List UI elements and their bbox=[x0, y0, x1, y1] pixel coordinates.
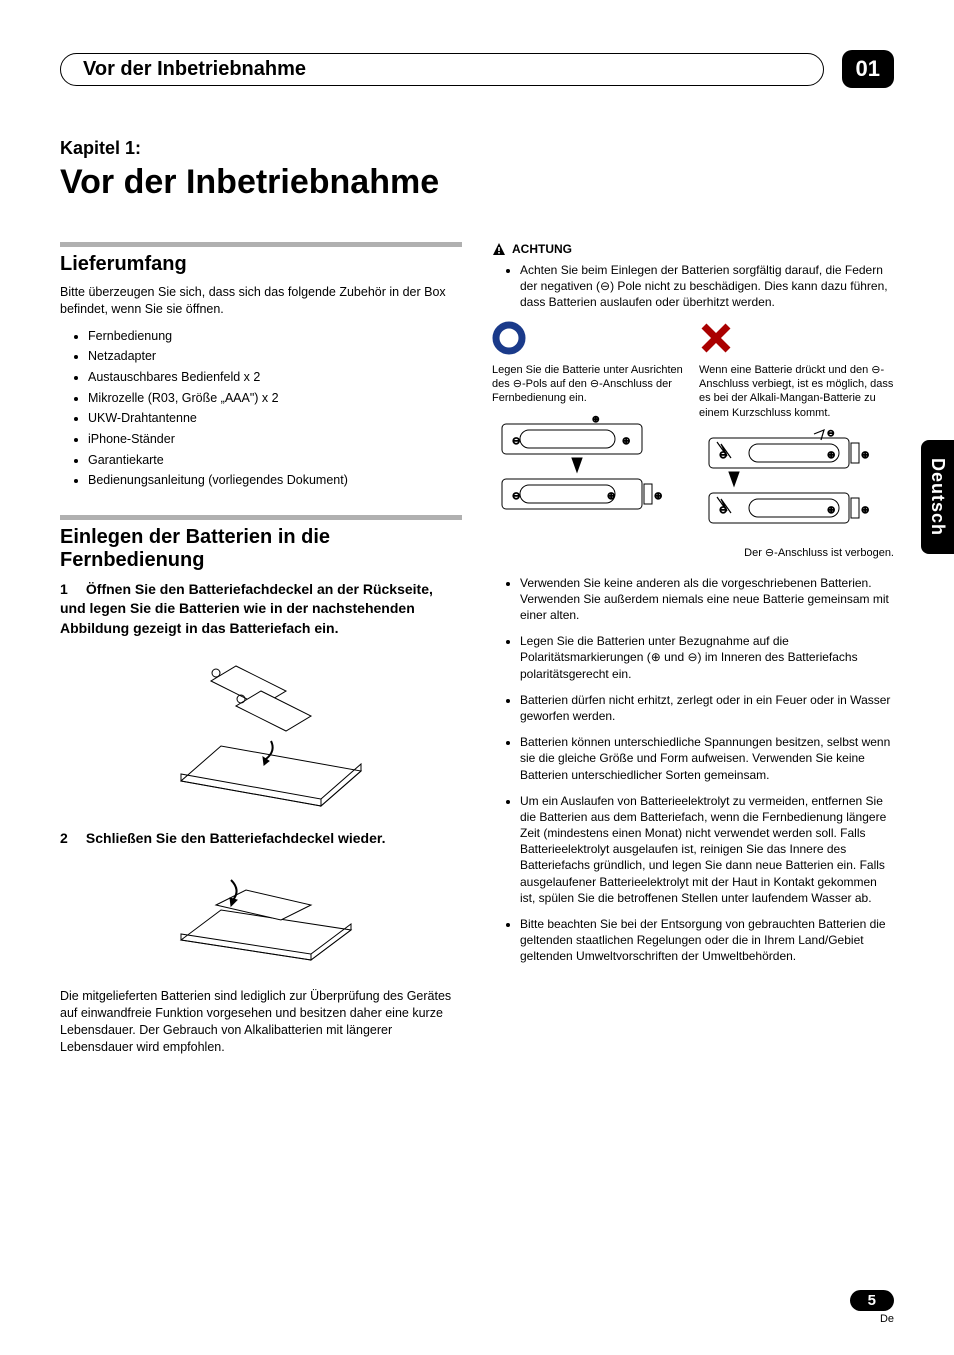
chapter-number-badge: 01 bbox=[842, 50, 894, 88]
chapter-title: Vor der Inbetriebnahme bbox=[60, 163, 894, 202]
svg-text:⊖: ⊖ bbox=[719, 450, 727, 461]
figure-correct: Legen Sie die Batterie unter Ausrichten … bbox=[492, 321, 687, 561]
list-item: iPhone-Ständer bbox=[88, 429, 462, 450]
circle-ok-icon bbox=[492, 321, 526, 355]
header-title: Vor der Inbetriebnahme bbox=[83, 58, 306, 81]
list-item: Legen Sie die Batterien unter Bezugnahme… bbox=[520, 633, 894, 682]
warning-icon bbox=[492, 242, 506, 256]
section-divider bbox=[60, 515, 462, 520]
battery-close-illustration bbox=[161, 860, 361, 970]
list-item: Bitte beachten Sie bei der Entsorgung vo… bbox=[520, 916, 894, 965]
battery-wrong-illustration: ⊖ ⊕ ⊕ ⊖ ⊖ ⊕ ⊕ bbox=[699, 428, 869, 538]
svg-text:⊖: ⊖ bbox=[719, 505, 727, 516]
list-item: Bedienungsanleitung (vorliegendes Dokume… bbox=[88, 470, 462, 491]
svg-text:⊕: ⊕ bbox=[654, 491, 662, 502]
supply-list: Fernbedienung Netzadapter Austauschbares… bbox=[60, 326, 462, 491]
svg-text:⊕: ⊕ bbox=[861, 450, 869, 461]
list-item: UKW-Drahtantenne bbox=[88, 408, 462, 429]
section-divider bbox=[60, 242, 462, 247]
achtung-header: ACHTUNG bbox=[492, 242, 894, 256]
page-header: Vor der Inbetriebnahme 01 bbox=[60, 50, 894, 88]
step-text: Schließen Sie den Batteriefachdeckel wie… bbox=[86, 830, 386, 846]
svg-text:⊕: ⊕ bbox=[861, 505, 869, 516]
svg-text:⊕: ⊕ bbox=[607, 491, 615, 502]
achtung-list: Achten Sie beim Einlegen der Batterien s… bbox=[492, 262, 894, 311]
figure-battery-close bbox=[60, 860, 462, 970]
footer-language: De bbox=[850, 1313, 894, 1325]
step-text: Öffnen Sie den Batteriefachdeckel an der… bbox=[60, 581, 433, 636]
cross-bad-icon bbox=[699, 321, 733, 355]
battery-correct-illustration: ⊖ ⊕ ⊕ ⊖ ⊕ ⊕ bbox=[492, 414, 662, 524]
svg-text:⊕: ⊕ bbox=[827, 505, 835, 516]
content-columns: Lieferumfang Bitte überzeugen Sie sich, … bbox=[60, 242, 894, 1064]
list-item: Garantiekarte bbox=[88, 450, 462, 471]
achtung-label: ACHTUNG bbox=[512, 242, 572, 256]
page-footer: 5 De bbox=[850, 1290, 894, 1325]
svg-text:⊖: ⊖ bbox=[512, 491, 520, 502]
svg-text:⊖: ⊖ bbox=[512, 436, 520, 447]
list-item: Achten Sie beim Einlegen der Batterien s… bbox=[520, 262, 894, 311]
section-title-lieferumfang: Lieferumfang bbox=[60, 253, 462, 276]
page-number-badge: 5 bbox=[850, 1290, 894, 1311]
svg-text:⊖: ⊖ bbox=[827, 428, 835, 438]
list-item: Austauschbares Bedienfeld x 2 bbox=[88, 367, 462, 388]
bad-caption: Wenn eine Batterie drückt und den ⊖-Ansc… bbox=[699, 363, 894, 420]
section-title-batterien: Einlegen der Batterien in die Fernbedien… bbox=[60, 526, 462, 572]
list-item: Mikrozelle (R03, Größe „AAA") x 2 bbox=[88, 388, 462, 409]
svg-text:⊕: ⊕ bbox=[827, 450, 835, 461]
chapter-block: Kapitel 1: Vor der Inbetriebnahme bbox=[60, 138, 894, 202]
svg-text:⊕: ⊕ bbox=[622, 436, 630, 447]
left-column: Lieferumfang Bitte überzeugen Sie sich, … bbox=[60, 242, 462, 1064]
bad-subcaption: Der ⊖-Anschluss ist verbogen. bbox=[699, 546, 894, 560]
language-tab: Deutsch bbox=[921, 440, 954, 554]
list-item: Batterien können unterschiedliche Spannu… bbox=[520, 734, 894, 783]
list-item: Batterien dürfen nicht erhitzt, zerlegt … bbox=[520, 692, 894, 724]
battery-note: Die mitgelieferten Batterien sind ledigl… bbox=[60, 988, 462, 1056]
list-item: Netzadapter bbox=[88, 346, 462, 367]
list-item: Fernbedienung bbox=[88, 326, 462, 347]
step-1: 1 Öffnen Sie den Batteriefachdeckel an d… bbox=[60, 580, 462, 639]
battery-open-illustration bbox=[151, 651, 371, 811]
header-pill: Vor der Inbetriebnahme bbox=[60, 53, 824, 86]
good-caption: Legen Sie die Batterie unter Ausrichten … bbox=[492, 363, 687, 406]
svg-text:⊕: ⊕ bbox=[592, 414, 600, 424]
figure-wrong: Wenn eine Batterie drückt und den ⊖-Ansc… bbox=[699, 321, 894, 561]
section-intro: Bitte überzeugen Sie sich, dass sich das… bbox=[60, 284, 462, 318]
right-column: ACHTUNG Achten Sie beim Einlegen der Bat… bbox=[492, 242, 894, 1064]
figure-battery-open bbox=[60, 651, 462, 811]
list-item: Verwenden Sie keine anderen als die vorg… bbox=[520, 575, 894, 624]
battery-orientation-figures: Legen Sie die Batterie unter Ausrichten … bbox=[492, 321, 894, 561]
list-item: Um ein Auslaufen von Batterieelektrolyt … bbox=[520, 793, 894, 906]
chapter-label: Kapitel 1: bbox=[60, 138, 894, 159]
step-number: 1 bbox=[60, 580, 82, 600]
step-2: 2 Schließen Sie den Batteriefachdeckel w… bbox=[60, 829, 462, 849]
step-number: 2 bbox=[60, 829, 82, 849]
warning-list: Verwenden Sie keine anderen als die vorg… bbox=[492, 575, 894, 965]
